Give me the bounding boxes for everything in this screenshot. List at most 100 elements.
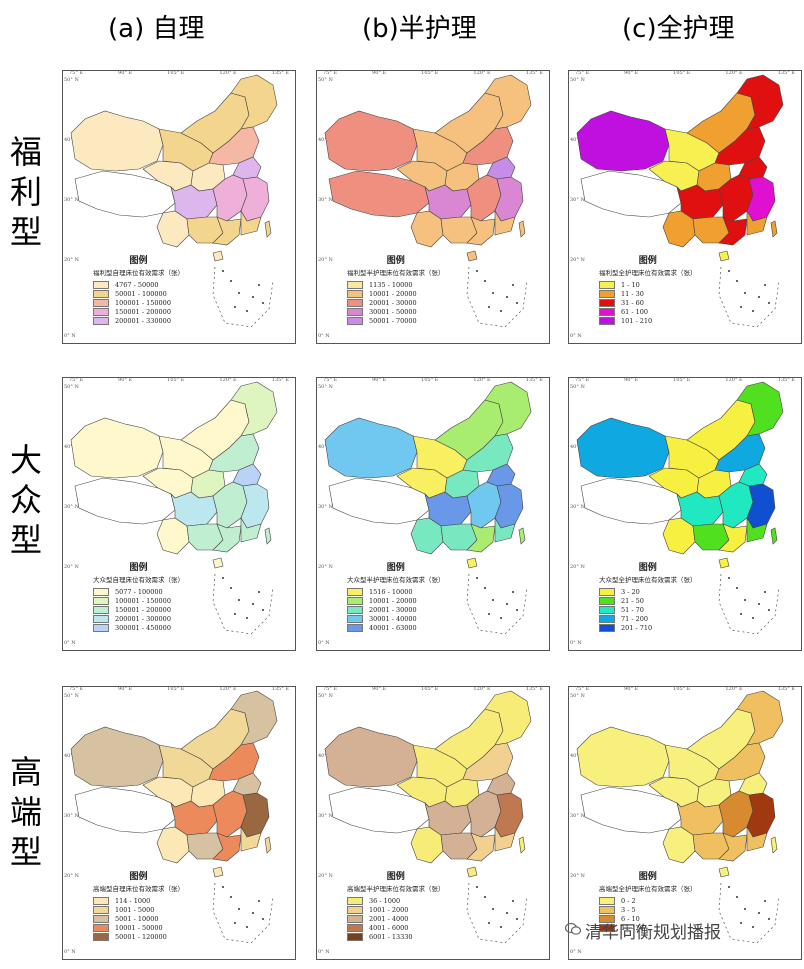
legend-label: 1 - 10 [621,280,640,289]
legend-label: 21 - 50 [621,596,644,605]
island-dot [744,292,746,294]
legend-item: 21 - 50 [599,596,697,605]
longitude-tick: 120° E [725,377,743,383]
latitude-tick: 20° N [64,257,79,263]
latitude-tick: 0° N [64,640,76,646]
legend-item: 5001 - 10000 [93,914,184,923]
region-sea [746,516,768,543]
legend-label: 150001 - 200000 [115,307,171,316]
legend-label: 20001 - 30000 [369,605,417,614]
island-dot [736,896,738,898]
island-dot [484,587,486,589]
legend-swatch [93,596,109,605]
region-tw [264,836,272,854]
legend-swatch [93,307,109,316]
longitude-tick: 120° E [473,377,491,383]
region-hn [718,866,730,878]
legend-swatch [347,623,363,632]
legend-swatch [347,605,363,614]
legend-swatch [599,605,615,614]
legend-item: 114 - 1000 [93,896,184,905]
legend-heading: 图例 [386,872,405,882]
region-ne [484,381,532,437]
legend-label: 10001 - 50000 [115,923,163,932]
longitude-tick: 105° E [421,686,439,692]
longitude-tick: 120° E [219,70,237,76]
region-gd [212,523,242,553]
latitude-tick: 40° N [570,137,585,143]
longitude-tick: 135° E [271,686,289,692]
latitude-tick: 40° N [64,137,79,143]
legend-label: 2001 - 4000 [369,914,409,923]
longitude-tick: 135° E [777,377,795,383]
longitude-tick: 75° E [69,70,84,76]
longitude-tick: 90° E [372,686,387,692]
legend-label: 200001 - 330000 [115,316,171,325]
island-dot [492,292,494,294]
latitude-tick: 30° N [318,504,333,510]
legend-swatch [599,316,615,325]
region-east [494,176,524,222]
region-xz [74,786,176,834]
legend-item: 11 - 20 [599,923,697,932]
longitude-tick: 135° E [525,70,543,76]
china-map [324,381,532,635]
china-map [70,381,278,635]
column-title-full-care: (c)全护理 [622,14,735,44]
legend-swatch [599,280,615,289]
island-dot [476,577,478,579]
latitude-tick: 50° N [570,384,585,390]
island-dot [764,284,766,286]
map-legend: 图例 大众型全护理床位有效需求（张） 3 - 20 21 - 50 51 - 70 71 … [599,560,697,632]
island-dot [744,599,746,601]
island-dot [230,896,232,898]
longitude-ticks: 75° E 90° E 105° E 120° E 135° E [69,378,289,383]
legend-item: 150001 - 200000 [93,605,184,614]
longitude-tick: 135° E [525,377,543,383]
island-dot [258,591,260,593]
latitude-tick: 30° N [570,197,585,203]
region-gd [718,216,748,246]
longitude-tick: 105° E [421,377,439,383]
row-title-welfare: 福利型 [9,133,42,251]
legend-item: 10001 - 50000 [93,923,184,932]
island-dot [768,302,770,304]
island-dot [500,926,502,928]
region-xj [576,726,670,788]
legend-swatch [599,623,615,632]
island-dot [230,587,232,589]
legend-swatch [93,298,109,307]
region-east [240,483,270,529]
legend-swatch [599,905,615,914]
region-tw [518,220,526,238]
region-hn [466,557,478,569]
longitude-tick: 120° E [473,70,491,76]
longitude-tick: 75° E [323,377,338,383]
china-map [576,74,784,328]
region-hn [466,866,478,878]
region-yn [156,826,190,864]
region-yn [662,826,696,864]
legend-swatch [347,289,363,298]
legend-swatch [599,587,615,596]
latitude-tick: 0° N [318,949,330,955]
longitude-ticks: 75° E 90° E 105° E 120° E 135° E [575,71,795,76]
island-dot [258,900,260,902]
island-dot [476,270,478,272]
island-dot [234,922,236,924]
region-gd [212,832,242,862]
legend-label: 5001 - 10000 [115,914,159,923]
legend-swatch [93,605,109,614]
longitude-tick: 135° E [777,686,795,692]
latitude-tick: 50° N [318,693,333,699]
legend-label: 30001 - 50000 [369,307,417,316]
legend-swatch [93,280,109,289]
region-yn [662,517,696,555]
legend-item: 1135 - 10000 [347,280,445,289]
island-dot [230,280,232,282]
region-sea [240,825,262,852]
island-dot [488,306,490,308]
legend-item: 40001 - 63000 [347,623,445,632]
legend-heading: 图例 [386,256,405,266]
